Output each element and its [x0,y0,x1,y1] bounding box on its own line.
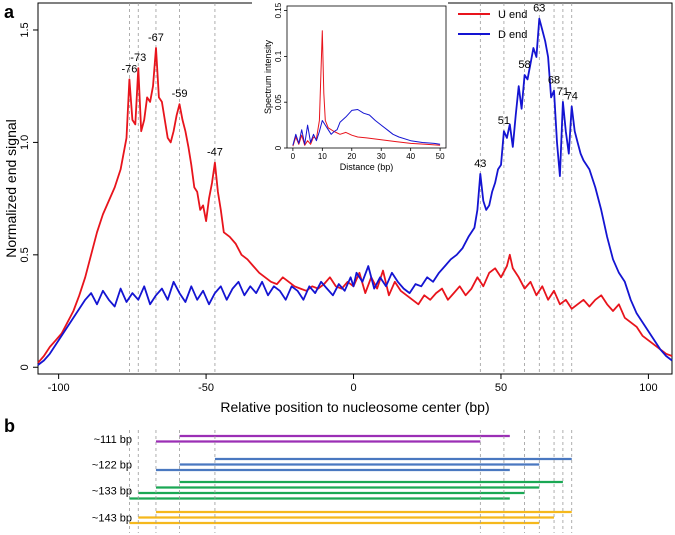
peak-label: 43 [474,158,486,170]
inset-y-tick-label: 0.15 [274,2,283,18]
inset-x-axis-label: Distance (bp) [340,162,394,172]
fragment-group-label: ~133 bp [92,485,132,497]
inset-y-tick-label: 0.1 [274,50,283,62]
peak-label: -47 [207,147,223,159]
y-tick-label: 1.0 [19,135,31,150]
x-tick-label: 50 [495,382,507,394]
peak-label: 51 [498,115,510,127]
x-tick-label: -50 [198,382,214,394]
panel-a-label: a [4,2,15,22]
fragment-group-label: ~143 bp [92,513,132,525]
peak-label: 71 [557,86,569,98]
panel-b-label: b [4,416,15,436]
inset-y-axis-label: Spectrum intensity [263,39,273,114]
inset-frame [286,5,447,149]
d-end-series-line [37,17,673,366]
peak-label: -76 [121,63,137,75]
peak-label: 74 [566,90,578,102]
y-tick-label: 0 [19,364,31,370]
peak-label: -67 [148,32,164,44]
inset-x-tick-label: 20 [347,152,356,161]
inset-y-tick-label: 0.05 [274,94,283,110]
legend-u-end-label: U end [498,9,527,21]
inset-x-tick-label: 30 [377,152,386,161]
inset-x-tick-label: 50 [436,152,445,161]
x-tick-label: -100 [48,382,70,394]
fragment-group-label: ~111 bp [94,434,132,446]
inset-background [252,2,448,174]
x-axis-label: Relative position to nucleosome center (… [220,399,489,415]
fragment-group-label: ~122 bp [92,460,132,472]
y-tick-label: 1.5 [19,22,31,37]
x-tick-label: 100 [639,382,657,394]
panel-b-fragment-bars: ~111 bp ~122 bp ~133 bp ~143 bp [92,430,573,533]
inset-u-end-line [292,30,441,147]
inset-x-tick-label: 40 [406,152,415,161]
inset-spectrum-chart: 0 10 20 30 40 50 0 0.05 0.1 0.15 Distance (bp) Spec… [252,2,527,174]
inset-d-end-line [292,109,441,146]
peak-label: -59 [172,88,188,100]
y-tick-label: 0.5 [19,247,31,262]
inset-x-tick-label: 0 [291,152,296,161]
inset-y-tick-label: 0 [274,145,283,150]
legend-d-end-label: D end [498,29,527,41]
peak-label: 68 [548,75,560,87]
peak-label: 58 [518,59,530,71]
x-tick-label: 0 [350,382,356,394]
peak-label: -73 [130,52,146,64]
inset-x-tick-label: 10 [318,152,327,161]
y-axis-label: Normalized end signal [3,119,19,258]
peak-label: 63 [533,3,545,15]
